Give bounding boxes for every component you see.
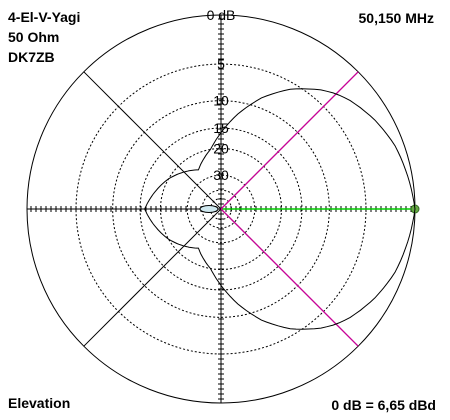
ring-label-5db: 5 (217, 56, 225, 72)
frequency-label: 50,150 MHz (358, 10, 434, 26)
ring-label-15db: 15 (213, 120, 229, 136)
reference-label: 0 dB = 6,65 dBd (331, 397, 436, 413)
elevation-marker-mirror-line (220, 208, 359, 347)
spoke-135deg (83, 71, 222, 210)
elevation-marker-line (220, 71, 359, 210)
impedance-label: 50 Ohm (8, 29, 60, 45)
ring-label-0db: 0 dB (207, 7, 236, 23)
spoke-225deg (83, 208, 222, 347)
designer-label: DK7ZB (8, 49, 55, 65)
ring-label-10db: 10 (213, 93, 229, 109)
plane-label: Elevation (8, 395, 71, 411)
antenna-name: 4-El-V-Yagi (8, 9, 81, 25)
ring-label-20db: 20 (213, 141, 229, 157)
radiation-pattern-curve (144, 88, 416, 330)
rear-lobe (199, 205, 219, 213)
ring-label-30db: 30 (213, 167, 229, 183)
